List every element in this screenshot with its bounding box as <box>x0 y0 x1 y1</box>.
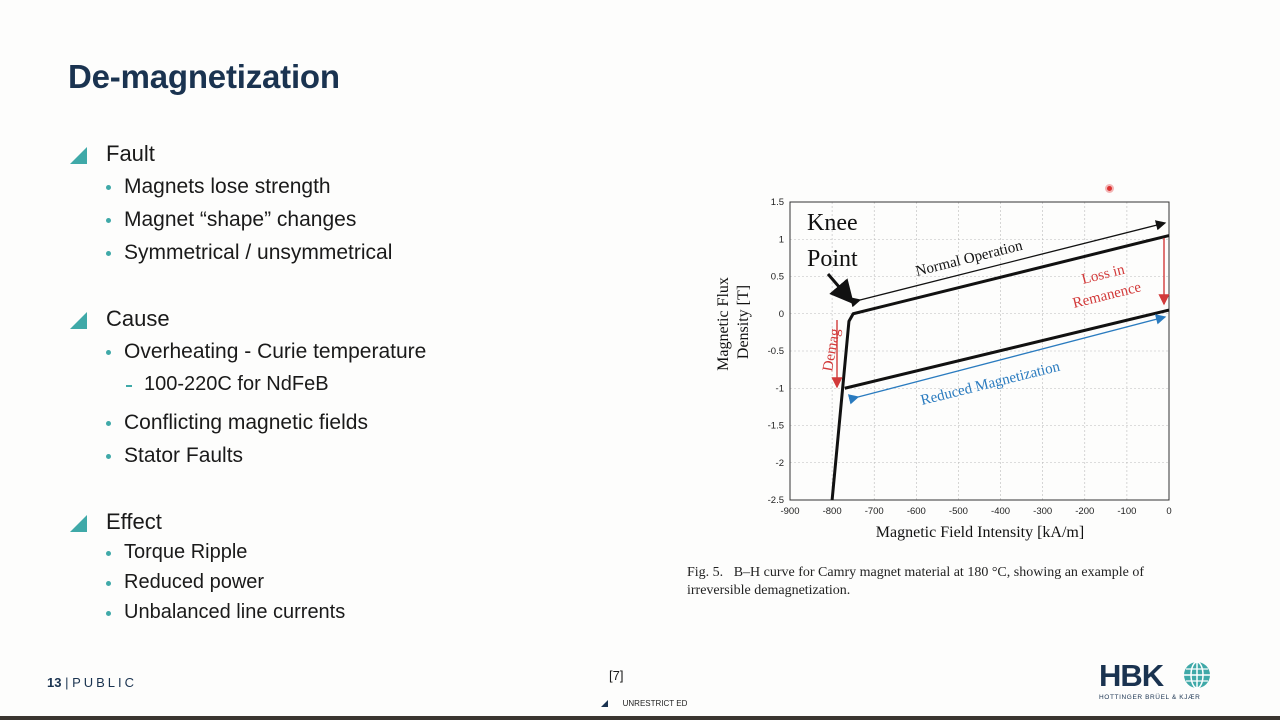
dot-bullet-icon <box>106 454 111 459</box>
triangle-bullet-icon <box>70 515 87 532</box>
figure-caption: Fig. 5. B–H curve for Camry magnet mater… <box>687 564 1207 600</box>
x-axis-label: Magnetic Field Intensity [kA/m] <box>876 524 1084 541</box>
annotation-normal-operation: Normal Operation <box>914 238 1025 280</box>
y-tick-label: 0 <box>779 309 784 320</box>
logo-subtitle: HOTTINGER BRÜEL & KJÆR <box>1099 694 1201 701</box>
y-tick-label: -2 <box>776 458 784 469</box>
x-tick-label: -500 <box>949 506 968 517</box>
y-tick-label: -1.5 <box>768 421 784 432</box>
caption-prefix: Fig. 5. <box>687 565 724 580</box>
annotation-point: Point <box>807 246 858 272</box>
x-tick-label: -100 <box>1117 506 1136 517</box>
reference-label: [7] <box>609 668 624 683</box>
dot-bullet-icon <box>106 551 111 556</box>
hbk-logo: HBK HOTTINGER BRÜEL & KJÆR <box>1097 658 1217 704</box>
record-indicator-icon <box>1105 184 1114 193</box>
logo-wordmark: HBK <box>1099 658 1164 693</box>
bh-curve-chart: -900 -800 -700 -600 -500 -400 -300 -200 -100 0 1.… <box>715 197 1172 541</box>
y-tick-label: -0.5 <box>768 346 784 357</box>
x-tick-label: 0 <box>1166 506 1171 517</box>
y-tick-label: -2.5 <box>768 495 784 506</box>
normal-operation-arrow <box>849 220 1167 308</box>
caption-text: B–H curve for Camry magnet material at 1… <box>687 565 1145 598</box>
page-number: 13 <box>47 675 62 690</box>
y-tick-label: 1.5 <box>771 197 784 208</box>
annotation-knee: Knee <box>807 210 858 236</box>
y-tick-label: 1 <box>779 234 784 245</box>
x-tick-label: -900 <box>780 506 799 517</box>
slide-title: De-magnetization <box>68 58 340 95</box>
x-tick-label: -200 <box>1075 506 1094 517</box>
classification-triangle-icon <box>601 700 608 707</box>
footer-page-info: 13 | PUBLIC <box>47 675 138 690</box>
annotation-demag: Demag <box>820 327 843 373</box>
x-tick-label: -300 <box>1033 506 1052 517</box>
y-axis-ticks: 1.5 1 0.5 0 -0.5 -1 -1.5 -2 -2.5 <box>768 197 784 506</box>
reduced-magnetization-arrow <box>847 314 1167 405</box>
dot-bullet-icon <box>106 611 111 616</box>
knee-arrow <box>826 273 854 305</box>
triangle-bullet-icon <box>70 312 87 329</box>
classification-label: PUBLIC <box>72 675 138 690</box>
plot-frame <box>789 201 1170 501</box>
x-axis-ticks: -900 -800 -700 -600 -500 -400 -300 -200 -100 0 <box>780 506 1171 517</box>
triangle-bullet-icon <box>70 147 87 164</box>
dash-bullet-icon <box>126 385 132 387</box>
dot-bullet-icon <box>106 581 111 586</box>
dot-bullet-icon <box>106 185 111 190</box>
dot-bullet-icon <box>106 251 111 256</box>
y-tick-label: -1 <box>776 383 784 394</box>
bottom-edge-bar <box>0 716 1280 720</box>
annotation-remanence: Remanence <box>1071 279 1143 312</box>
dot-bullet-icon <box>106 218 111 223</box>
dot-bullet-icon <box>106 350 111 355</box>
x-tick-label: -700 <box>865 506 884 517</box>
y-axis-label: Magnetic Flux Density [T] <box>715 273 752 371</box>
globe-icon <box>1184 661 1210 689</box>
x-tick-label: -800 <box>823 506 842 517</box>
x-tick-label: -600 <box>907 506 926 517</box>
x-tick-label: -400 <box>991 506 1010 517</box>
dot-bullet-icon <box>106 421 111 426</box>
unrestricted-label: UNRESTRICT ED <box>622 699 688 708</box>
y-tick-label: 0.5 <box>771 272 784 283</box>
